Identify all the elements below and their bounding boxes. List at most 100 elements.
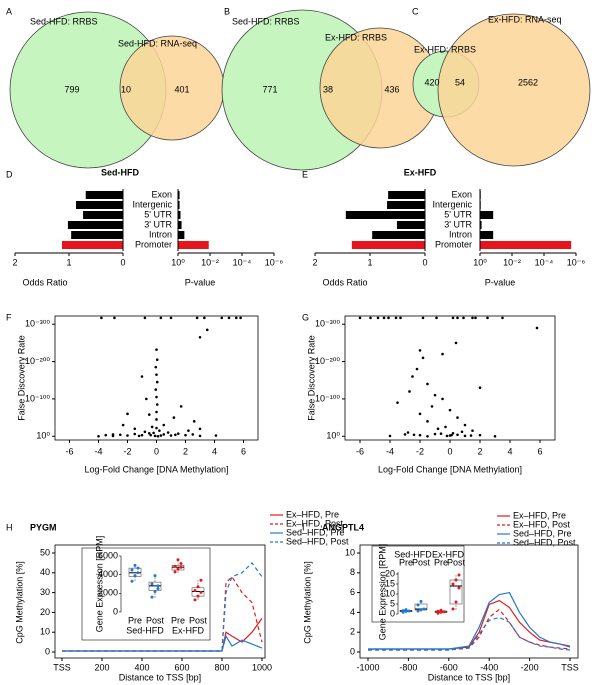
y-tick-label: 6000: [98, 550, 118, 560]
point: [198, 434, 202, 438]
box-point: [451, 582, 455, 586]
box-point: [176, 567, 180, 571]
inset-frame: [81, 547, 211, 641]
point: [121, 423, 125, 427]
point: [140, 433, 144, 437]
point: [421, 356, 425, 360]
point: [155, 380, 159, 384]
legend-label: Ex–HFD, Post: [286, 518, 344, 528]
category-label: Post: [189, 615, 208, 625]
point: [214, 434, 218, 437]
point: [418, 412, 422, 416]
y-tick-label: 2000: [98, 588, 118, 598]
legend-label: Ex–HFD, Pre: [513, 510, 566, 520]
point: [439, 432, 443, 435]
y-tick-label: 6: [350, 587, 355, 597]
point: [179, 405, 183, 408]
panel-title: Sed-HFD: [101, 167, 140, 177]
y-tick-label: 10⁻¹⁰⁰: [315, 393, 340, 403]
set-label: Sed-HFD: RNA-seq: [118, 38, 197, 48]
y-tick-label: 10: [345, 547, 355, 557]
point: [358, 316, 362, 320]
point: [463, 434, 467, 438]
box-point: [133, 563, 137, 567]
point: [456, 433, 459, 437]
box-point: [439, 608, 443, 612]
box-point: [451, 607, 455, 611]
box-point: [454, 600, 458, 604]
y-tick-label: 40: [40, 567, 50, 577]
point: [444, 425, 447, 429]
point: [441, 352, 444, 356]
odds-bar: [387, 201, 425, 209]
point: [126, 412, 129, 416]
point: [388, 434, 392, 438]
y-tick-label: 10⁻³⁰⁰: [25, 319, 50, 329]
x-tick-label: -6: [65, 446, 73, 456]
point: [155, 410, 158, 414]
category-label: Post: [412, 557, 431, 567]
box-point: [404, 608, 408, 612]
box-point: [193, 598, 197, 602]
x-tick-label: 10⁻⁶: [265, 257, 284, 267]
point: [403, 433, 407, 436]
series-line: [62, 634, 263, 652]
y-tick-label: 4: [350, 607, 355, 617]
point: [478, 386, 482, 390]
box-point: [196, 585, 200, 589]
plot-frame: [359, 544, 579, 659]
box-point: [436, 609, 440, 613]
set-label: Ex-HFD: RRBS: [325, 32, 387, 42]
y-tick-label: 10⁻¹⁰⁰: [25, 393, 50, 403]
category-label: Pre: [171, 615, 185, 625]
panel-letter: A: [6, 6, 12, 16]
box-point: [173, 570, 177, 574]
point: [426, 382, 429, 386]
category-label: Intron: [449, 229, 472, 239]
point: [162, 433, 166, 436]
point: [376, 316, 380, 320]
plot-frame: [54, 544, 266, 659]
x-tick-label: 10⁰: [473, 257, 487, 267]
odds-bar: [396, 221, 425, 229]
box-point: [196, 594, 200, 598]
pvalue-bar: [178, 201, 180, 209]
pvalue-bar: [178, 191, 180, 199]
set-label: Sed-HFD: RRBS: [232, 16, 300, 26]
x-tick-label: 0: [154, 446, 159, 456]
category-label: Pre: [434, 557, 448, 567]
box-point: [136, 571, 140, 575]
x-tick-label: 6: [241, 446, 246, 456]
odds-bar: [83, 211, 123, 219]
point: [441, 397, 444, 401]
point: [436, 427, 440, 431]
x-axis-title: Distance to TSS [bp]: [428, 672, 510, 682]
box-point: [442, 610, 446, 614]
point: [172, 416, 176, 419]
count-label: 10: [121, 84, 131, 94]
box-point: [150, 582, 154, 586]
x-tick-label: 1: [66, 257, 71, 267]
y-axis-title: CpG Methylation [%]: [302, 561, 312, 644]
point: [184, 433, 187, 437]
point: [156, 434, 160, 438]
panel-title: Ex-HFD: [404, 167, 437, 177]
x-tick-label: 600: [174, 662, 189, 672]
y-tick-label: 0: [390, 608, 395, 618]
point: [155, 426, 158, 430]
point: [220, 316, 224, 320]
category-label: Intergenic: [132, 199, 172, 209]
legend-label: Sed–HFD, Post: [513, 537, 576, 547]
x-tick-label: -1000: [356, 662, 379, 672]
point: [421, 316, 425, 320]
x-tick-label: 200: [94, 662, 109, 672]
point: [143, 430, 147, 434]
category-label: 3' UTR: [144, 219, 172, 229]
point: [137, 434, 141, 438]
y-tick-label: 20: [385, 568, 395, 578]
x-tick-label: -4: [386, 446, 394, 456]
box-point: [136, 566, 140, 570]
y-tick-label: 0: [45, 646, 50, 656]
point: [451, 431, 455, 435]
x-tick-label: 800: [214, 662, 229, 672]
